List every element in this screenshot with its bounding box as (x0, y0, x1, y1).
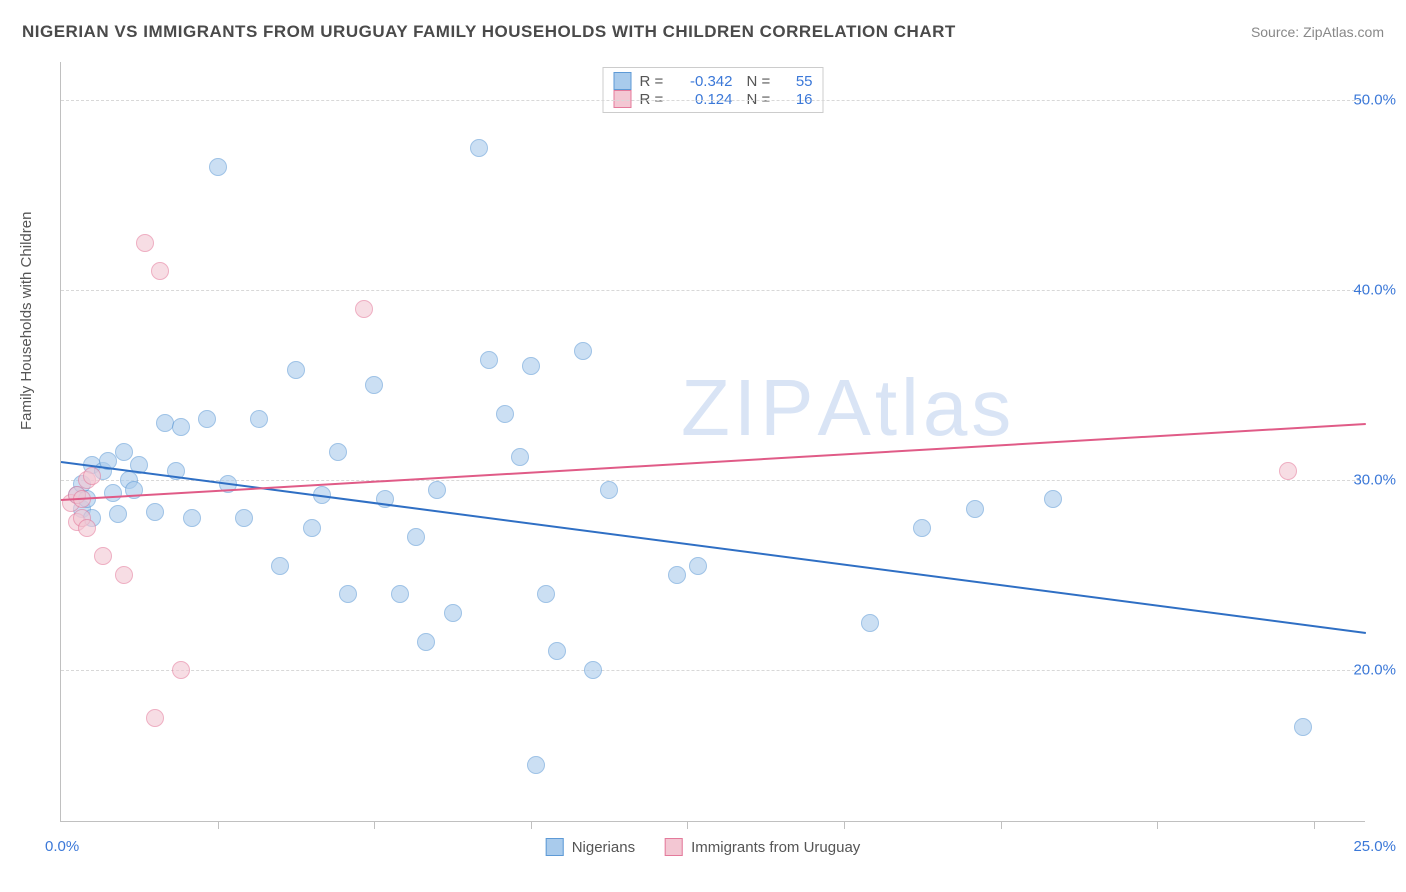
data-point (537, 585, 555, 603)
data-point (146, 503, 164, 521)
data-point (183, 509, 201, 527)
data-point (115, 566, 133, 584)
data-point (151, 262, 169, 280)
data-point (271, 557, 289, 575)
data-point (966, 500, 984, 518)
n-value: 55 (785, 73, 813, 90)
gridline (61, 100, 1365, 101)
data-point (861, 614, 879, 632)
data-point (287, 361, 305, 379)
data-point (689, 557, 707, 575)
data-point (470, 139, 488, 157)
data-point (522, 357, 540, 375)
trend-line (61, 423, 1366, 501)
n-value: 16 (785, 91, 813, 108)
watermark-text: ZIP (681, 363, 817, 452)
legend-swatch (614, 90, 632, 108)
x-tick (218, 821, 219, 829)
source-label: Source: ZipAtlas.com (1251, 24, 1384, 40)
data-point (104, 484, 122, 502)
r-label: R = (640, 91, 670, 108)
data-point (548, 642, 566, 660)
correlation-legend: R = -0.342 N = 55 R = 0.124 N = 16 (603, 67, 824, 113)
data-point (527, 756, 545, 774)
n-label: N = (747, 73, 777, 90)
r-value: 0.124 (678, 91, 733, 108)
data-point (391, 585, 409, 603)
legend-swatch (665, 838, 683, 856)
y-tick-label: 30.0% (1353, 472, 1396, 489)
data-point (115, 443, 133, 461)
legend-swatch (614, 72, 632, 90)
gridline (61, 290, 1365, 291)
gridline (61, 670, 1365, 671)
n-label: N = (747, 91, 777, 108)
data-point (444, 604, 462, 622)
data-point (146, 709, 164, 727)
data-point (428, 481, 446, 499)
x-tick (1157, 821, 1158, 829)
y-tick-label: 50.0% (1353, 92, 1396, 109)
y-axis-label: Family Households with Children (18, 212, 35, 430)
data-point (109, 505, 127, 523)
data-point (480, 351, 498, 369)
data-point (250, 410, 268, 428)
x-tick (687, 821, 688, 829)
correlation-legend-row: R = 0.124 N = 16 (614, 90, 813, 108)
data-point (198, 410, 216, 428)
data-point (136, 234, 154, 252)
y-tick-label: 20.0% (1353, 662, 1396, 679)
data-point (94, 547, 112, 565)
gridline (61, 480, 1365, 481)
data-point (209, 158, 227, 176)
data-point (600, 481, 618, 499)
x-axis-end-label: 25.0% (1353, 838, 1396, 855)
data-point (1279, 462, 1297, 480)
series-legend: Nigerians Immigrants from Uruguay (546, 838, 861, 856)
data-point (339, 585, 357, 603)
data-point (511, 448, 529, 466)
data-point (496, 405, 514, 423)
x-tick (374, 821, 375, 829)
data-point (668, 566, 686, 584)
series-legend-item: Immigrants from Uruguay (665, 838, 860, 856)
data-point (78, 519, 96, 537)
series-legend-label: Immigrants from Uruguay (691, 839, 860, 856)
data-point (235, 509, 253, 527)
data-point (172, 418, 190, 436)
scatter-plot: ZIPAtlas R = -0.342 N = 55 R = 0.124 N = 16 (60, 62, 1365, 822)
data-point (303, 519, 321, 537)
data-point (913, 519, 931, 537)
data-point (365, 376, 383, 394)
data-point (1294, 718, 1312, 736)
data-point (417, 633, 435, 651)
x-tick (844, 821, 845, 829)
series-legend-item: Nigerians (546, 838, 635, 856)
chart-title: NIGERIAN VS IMMIGRANTS FROM URUGUAY FAMI… (22, 22, 956, 42)
legend-swatch (546, 838, 564, 856)
series-legend-label: Nigerians (572, 839, 635, 856)
watermark: ZIPAtlas (681, 362, 1015, 454)
y-tick-label: 40.0% (1353, 282, 1396, 299)
x-tick (1314, 821, 1315, 829)
data-point (407, 528, 425, 546)
data-point (83, 467, 101, 485)
x-axis-start-label: 0.0% (45, 838, 79, 855)
data-point (172, 661, 190, 679)
data-point (355, 300, 373, 318)
correlation-legend-row: R = -0.342 N = 55 (614, 72, 813, 90)
r-value: -0.342 (678, 73, 733, 90)
data-point (1044, 490, 1062, 508)
data-point (584, 661, 602, 679)
x-tick (1001, 821, 1002, 829)
data-point (574, 342, 592, 360)
x-tick (531, 821, 532, 829)
r-label: R = (640, 73, 670, 90)
data-point (329, 443, 347, 461)
